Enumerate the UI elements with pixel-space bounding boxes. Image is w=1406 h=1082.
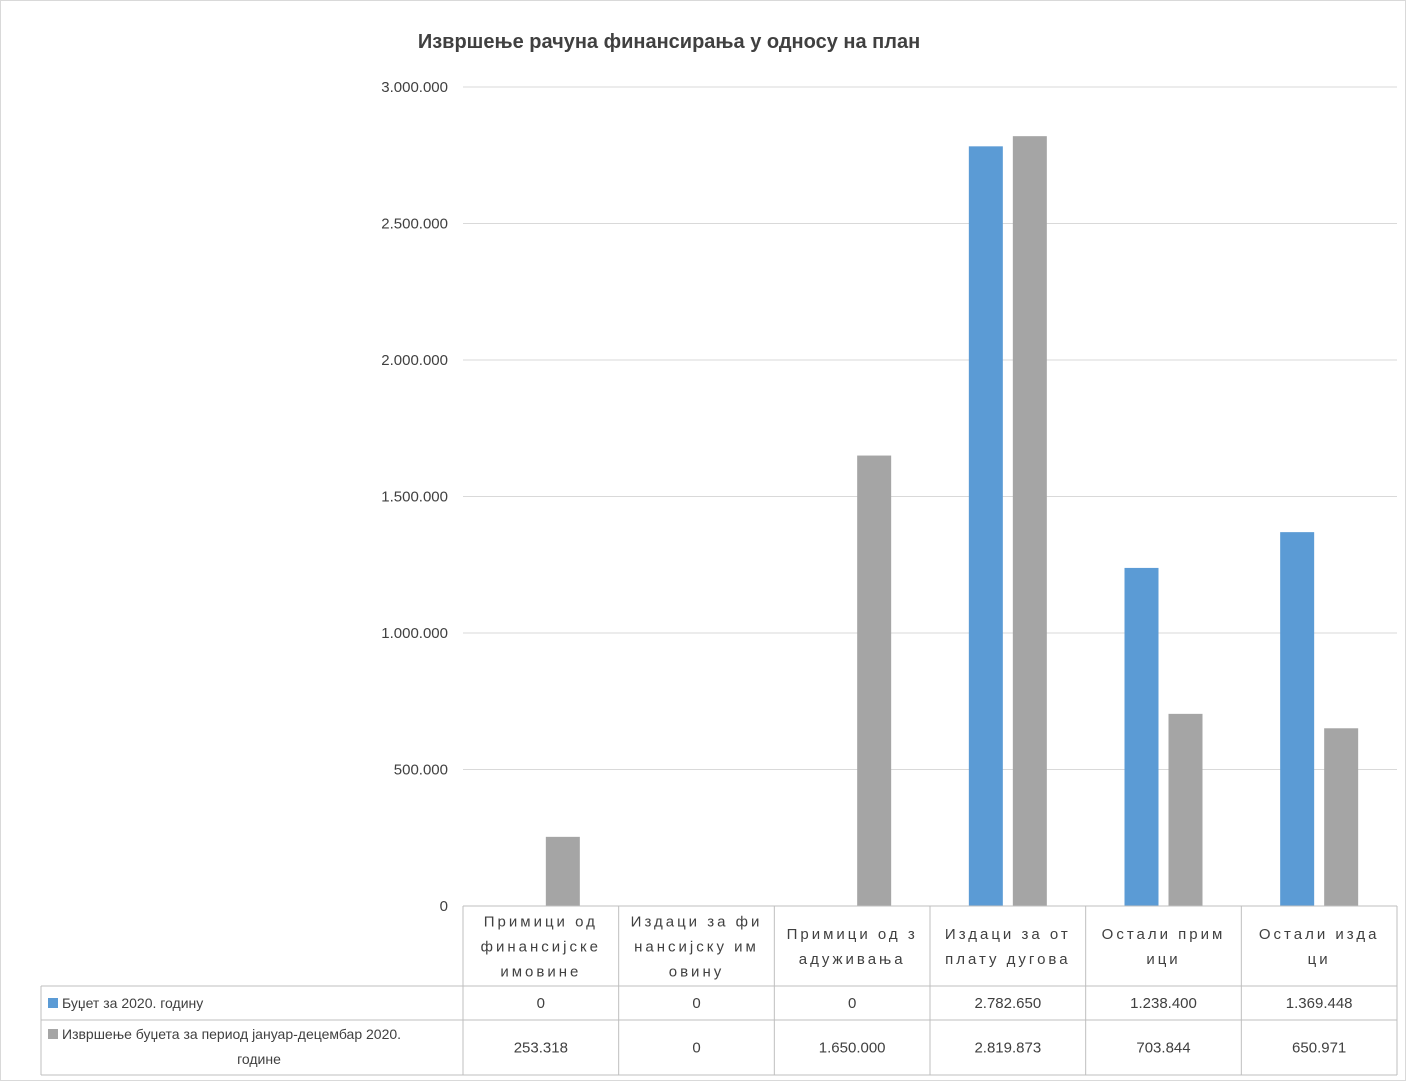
data-label: 650.971	[1292, 1040, 1346, 1057]
bar	[1324, 728, 1359, 906]
data-label: 1.238.400	[1130, 995, 1197, 1012]
x-category-label: Примици од	[484, 914, 598, 931]
bar	[857, 455, 892, 906]
x-category-label: Издаци за фи	[631, 914, 763, 931]
legend-label: Буџет за 2020. годину	[62, 995, 203, 1011]
y-tick-label: 500.000	[394, 762, 448, 779]
x-category-label: плату дугова	[945, 951, 1070, 968]
bar	[545, 836, 580, 906]
y-axis-tick-labels: 0 500.000 1.000.000 1.500.000 2.000.000 2.500…	[381, 79, 448, 915]
data-label: 1.369.448	[1286, 995, 1353, 1012]
x-category-label: Примици од з	[787, 926, 918, 943]
x-category-label: Издаци за от	[945, 926, 1071, 943]
data-label: 0	[537, 995, 545, 1012]
gridlines	[463, 86, 1397, 770]
legend-label: године	[237, 1051, 281, 1067]
legend-key	[48, 998, 58, 1008]
x-category-label: Остали изда	[1259, 926, 1380, 943]
bar	[968, 146, 1003, 906]
y-tick-label: 1.500.000	[381, 489, 448, 506]
data-label: 1.650.000	[819, 1040, 886, 1057]
x-category-label: Остали прим	[1102, 926, 1226, 943]
y-tick-label: 1.000.000	[381, 625, 448, 642]
data-label: 703.844	[1136, 1040, 1190, 1057]
data-label: 2.819.873	[974, 1040, 1041, 1057]
bars	[545, 136, 1359, 906]
y-tick-label: 0	[440, 898, 448, 915]
x-category-label: ици	[1146, 951, 1180, 968]
data-label: 0	[692, 995, 700, 1012]
x-category-label: адуживања	[799, 951, 906, 968]
legend-key	[48, 1029, 58, 1039]
data-label: 253.318	[514, 1040, 568, 1057]
bar	[1168, 713, 1203, 906]
data-label: 2.782.650	[974, 995, 1041, 1012]
x-category-label: овину	[669, 964, 724, 981]
y-tick-label: 3.000.000	[381, 79, 448, 96]
bar	[1124, 567, 1159, 906]
data-label: 0	[848, 995, 856, 1012]
chart-title: Извршење рачуна финансирања у односу на …	[418, 31, 920, 53]
x-category-label: финансијске	[481, 939, 601, 956]
data-label: 0	[692, 1040, 700, 1057]
bar	[1280, 532, 1315, 906]
bar	[1012, 136, 1047, 906]
y-tick-label: 2.500.000	[381, 216, 448, 233]
x-category-label: имовине	[500, 964, 581, 981]
x-category-label: ци	[1308, 951, 1331, 968]
data-table: Примици од финансијске имовине Издаци за фи…	[40, 905, 1398, 1076]
legend-label: Извршење буџета за период јануар-децемба…	[62, 1026, 401, 1042]
y-tick-label: 2.000.000	[381, 352, 448, 369]
x-category-label: нансијску им	[634, 939, 759, 956]
